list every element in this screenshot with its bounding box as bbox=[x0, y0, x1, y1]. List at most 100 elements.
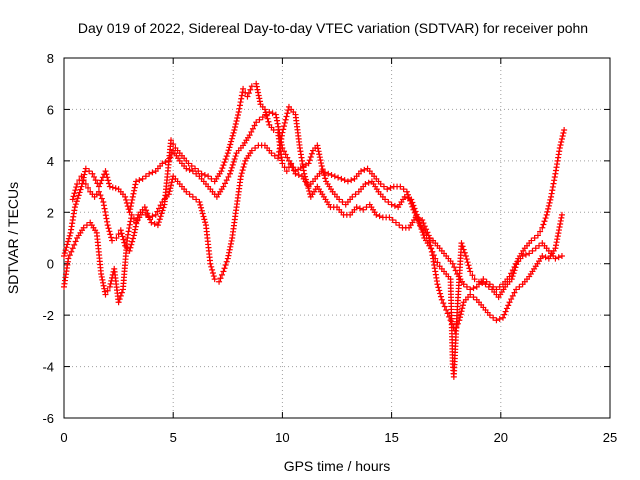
data-point bbox=[247, 86, 254, 93]
data-point bbox=[396, 222, 403, 229]
data-point bbox=[486, 312, 493, 319]
data-point bbox=[391, 202, 398, 209]
data-point bbox=[499, 314, 506, 321]
data-point bbox=[529, 247, 536, 254]
data-point bbox=[496, 316, 503, 322]
data-point bbox=[485, 283, 492, 290]
data-point bbox=[98, 271, 105, 277]
data-point bbox=[249, 125, 256, 132]
data-point bbox=[246, 132, 253, 139]
data-point bbox=[103, 171, 110, 178]
data-point bbox=[197, 201, 204, 208]
data-point bbox=[457, 314, 464, 321]
data-point bbox=[102, 168, 109, 175]
data-point bbox=[101, 205, 108, 212]
data-point bbox=[255, 92, 262, 99]
data-point bbox=[281, 123, 288, 130]
data-point bbox=[104, 287, 111, 294]
data-point bbox=[124, 231, 131, 238]
data-point bbox=[336, 196, 343, 203]
data-point bbox=[356, 205, 363, 212]
data-point bbox=[262, 109, 269, 116]
y-tick-label: -2 bbox=[42, 308, 54, 323]
data-point bbox=[112, 185, 119, 192]
data-point bbox=[285, 107, 292, 114]
data-point bbox=[548, 193, 555, 200]
x-axis-label: GPS time / hours bbox=[284, 458, 391, 474]
data-point bbox=[236, 105, 243, 112]
data-point bbox=[245, 90, 252, 97]
data-point bbox=[115, 231, 122, 238]
data-point bbox=[183, 188, 190, 195]
data-point bbox=[461, 249, 468, 256]
data-point bbox=[166, 188, 173, 195]
data-point bbox=[130, 215, 137, 222]
axis-ticks bbox=[63, 57, 611, 419]
data-point bbox=[63, 244, 70, 251]
data-point bbox=[560, 130, 567, 136]
data-point bbox=[470, 294, 477, 301]
data-point bbox=[224, 255, 231, 262]
data-point bbox=[201, 172, 208, 178]
data-point bbox=[134, 217, 141, 224]
data-point bbox=[227, 141, 234, 148]
data-point bbox=[105, 225, 112, 232]
data-point bbox=[228, 138, 235, 145]
data-point bbox=[281, 119, 288, 126]
data-point bbox=[471, 276, 478, 283]
data-point bbox=[264, 115, 271, 122]
data-point bbox=[154, 208, 161, 215]
data-point bbox=[537, 228, 544, 235]
data-point bbox=[223, 177, 230, 184]
data-point bbox=[219, 165, 226, 172]
data-point bbox=[109, 184, 116, 191]
data-point bbox=[72, 187, 79, 194]
y-tick-label: 6 bbox=[47, 102, 54, 117]
data-point bbox=[434, 281, 441, 288]
data-point bbox=[65, 255, 72, 262]
data-point bbox=[106, 183, 113, 190]
data-point bbox=[508, 276, 515, 283]
data-point bbox=[458, 308, 465, 315]
data-point bbox=[226, 246, 233, 253]
data-point bbox=[102, 208, 109, 215]
data-point bbox=[185, 160, 192, 167]
data-point bbox=[376, 213, 383, 220]
data-point bbox=[221, 265, 228, 272]
data-point bbox=[251, 122, 258, 129]
data-point bbox=[225, 147, 232, 154]
data-point bbox=[131, 229, 138, 236]
y-tick-label: 0 bbox=[47, 257, 54, 272]
data-point bbox=[467, 268, 474, 275]
data-point bbox=[231, 156, 238, 163]
data-point bbox=[82, 181, 89, 187]
data-point bbox=[540, 221, 547, 228]
data-point bbox=[227, 243, 234, 250]
data-point bbox=[365, 179, 372, 186]
data-point bbox=[193, 196, 200, 203]
data-point bbox=[434, 259, 441, 266]
data-point bbox=[317, 157, 324, 164]
data-point bbox=[270, 127, 277, 133]
data-point bbox=[101, 288, 108, 295]
data-point bbox=[349, 193, 356, 200]
data-point bbox=[545, 202, 552, 209]
data-point bbox=[438, 296, 445, 303]
data-point bbox=[69, 196, 76, 203]
data-point bbox=[380, 183, 387, 190]
data-point bbox=[400, 186, 407, 193]
data-point bbox=[352, 191, 359, 198]
data-point bbox=[465, 262, 472, 269]
data-point bbox=[222, 262, 229, 268]
data-point bbox=[223, 153, 230, 160]
data-point bbox=[68, 248, 75, 255]
data-point bbox=[548, 190, 555, 197]
data-point bbox=[127, 244, 134, 251]
data-point bbox=[126, 247, 133, 254]
data-point bbox=[127, 206, 134, 213]
data-point bbox=[183, 165, 190, 172]
data-point bbox=[74, 181, 81, 187]
data-point bbox=[362, 181, 369, 187]
data-point bbox=[479, 280, 486, 286]
data-point bbox=[130, 235, 137, 242]
